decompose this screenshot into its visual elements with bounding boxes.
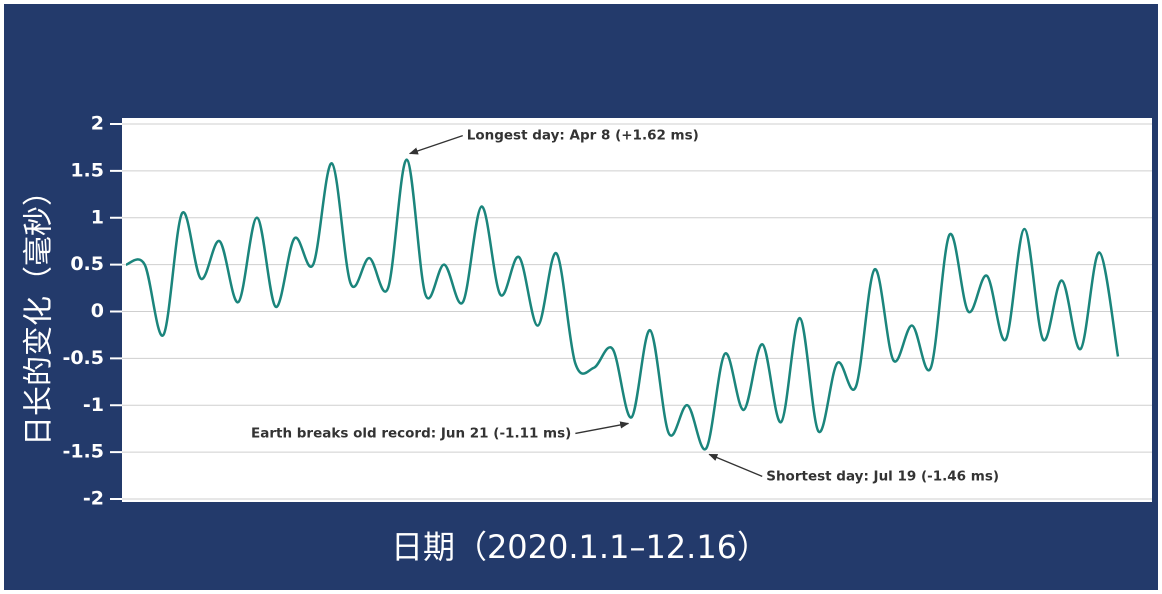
- y-tick-label: -2: [83, 488, 104, 510]
- y-tick-label: -1: [83, 394, 104, 416]
- y-tick-label: -1.5: [62, 441, 104, 463]
- plot-area: [122, 118, 1152, 502]
- annotation: Longest day: Apr 8 (+1.62 ms): [467, 128, 699, 144]
- data-line: [125, 158, 1120, 451]
- y-tick-label: -0.5: [62, 347, 104, 369]
- y-axis-label: 日长的变化（毫秒）: [22, 176, 57, 446]
- annotation-arrow: [575, 421, 630, 435]
- y-tick-label: 0: [91, 300, 104, 322]
- y-tick-label: 2: [91, 113, 104, 135]
- annotation: Shortest day: Jul 19 (-1.46 ms): [766, 468, 999, 484]
- y-tick-label: 1.5: [70, 159, 104, 181]
- y-tick-label: 0.5: [70, 253, 104, 275]
- annotation-arrow: [708, 453, 763, 477]
- annotation: Earth breaks old record: Jun 21 (-1.11 m…: [251, 425, 571, 441]
- y-tick-label: 1: [91, 206, 104, 228]
- x-axis-label: 日期（2020.1.1–12.16）: [391, 528, 769, 566]
- annotation-arrow: [408, 135, 463, 155]
